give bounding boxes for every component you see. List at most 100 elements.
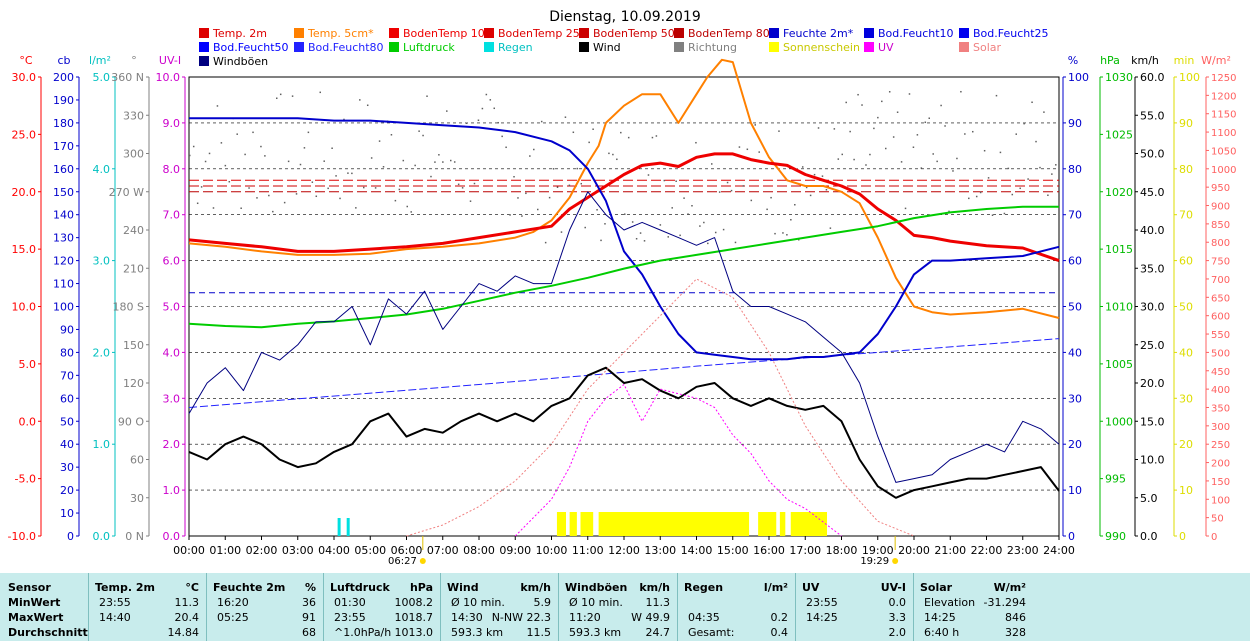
- direction-point: [1031, 101, 1033, 104]
- series-windb-en: [188, 191, 1060, 483]
- direction-point: [786, 234, 788, 236]
- direction-point: [655, 135, 658, 137]
- direction-point: [366, 104, 369, 107]
- direction-point: [608, 152, 610, 155]
- right-tick-label: 100: [1179, 71, 1200, 84]
- direction-point: [1035, 140, 1037, 143]
- legend-label: BodenTemp 50: [593, 27, 675, 40]
- legend-label: Regen: [498, 41, 533, 54]
- axes: 00:00 01:00 02:00 03:00 04:00 05:00 06:00 07:00…: [8, 54, 1237, 557]
- right-tick-label: 1020: [1105, 186, 1133, 199]
- right-tick-label: 150: [1211, 477, 1230, 488]
- legend-swatch: [294, 28, 304, 38]
- stats-cell-time: 11:20: [569, 611, 601, 624]
- left-tick-label: 0: [67, 530, 74, 543]
- stats-cell-value: 5.9: [533, 596, 552, 609]
- right-tick-label: 100: [1211, 495, 1230, 506]
- left-axis-unit: l/m²: [89, 54, 111, 67]
- left-tick-label: 10.0: [156, 71, 181, 84]
- direction-point: [576, 167, 579, 170]
- direction-point: [398, 188, 401, 191]
- left-tick-label: 0 N: [125, 530, 144, 543]
- direction-point: [845, 101, 847, 104]
- direction-point: [339, 197, 341, 200]
- legend-label: Feuchte 2m*: [783, 27, 854, 40]
- legend-swatch: [484, 42, 494, 52]
- direction-point: [485, 93, 488, 96]
- legend-label: Bod.Feucht80: [308, 41, 384, 54]
- left-tick-label: 0.0: [93, 530, 111, 543]
- direction-point: [635, 237, 638, 240]
- right-tick-label: 90: [1068, 117, 1082, 130]
- direction-point: [529, 155, 531, 157]
- right-tick-label: 45.0: [1140, 186, 1165, 199]
- stats-column-unit: UV-I: [880, 581, 906, 594]
- sunshine-bar: [598, 512, 750, 536]
- left-tick-label: 170: [53, 140, 74, 153]
- direction-point: [968, 197, 970, 200]
- direction-point: [355, 207, 357, 209]
- x-tick-label: 09:00: [499, 544, 531, 557]
- direction-point: [370, 157, 373, 159]
- direction-point: [264, 155, 266, 157]
- left-axis-unit: UV-I: [159, 54, 181, 67]
- stats-column: Windböen km/h Ø 10 min. 11.3 11:20 W 49.9 593.…: [558, 573, 678, 641]
- right-tick-label: 30: [1179, 392, 1193, 405]
- stats-cell-value: 1018.7: [394, 611, 434, 624]
- legend-swatch: [864, 42, 874, 52]
- direction-point: [801, 166, 804, 168]
- direction-point: [426, 95, 428, 97]
- direction-point: [699, 225, 701, 227]
- left-tick-label: 160: [53, 163, 74, 176]
- direction-point: [406, 205, 408, 208]
- right-tick-label: 80: [1068, 163, 1082, 176]
- direction-point: [643, 240, 646, 242]
- direction-point: [588, 141, 590, 144]
- legend-swatch: [294, 42, 304, 52]
- legend-label: Sonnenschein: [783, 41, 860, 54]
- stats-column-unit: hPa: [409, 581, 433, 594]
- plot-area: 06:27 19:29: [188, 58, 1060, 567]
- legend-swatch: [769, 42, 779, 52]
- right-tick-label: 1150: [1211, 110, 1236, 121]
- direction-point: [560, 231, 563, 233]
- direction-point: [1003, 212, 1006, 215]
- stats-row-label: Sensor: [8, 581, 51, 594]
- direction-point: [904, 207, 907, 210]
- stats-cell-time: ^1.0hPa/h: [334, 626, 392, 639]
- direction-point: [1011, 193, 1014, 196]
- sunrise-marker-label: 06:27: [388, 556, 417, 567]
- left-tick-label: 7.0: [163, 209, 181, 222]
- stats-cell-time: 16:20: [217, 596, 249, 609]
- direction-point: [517, 197, 519, 199]
- left-tick-label: 30: [130, 492, 144, 505]
- direction-point: [453, 161, 456, 163]
- direction-point: [1051, 173, 1053, 175]
- right-tick-label: 600: [1211, 312, 1230, 323]
- right-axis-unit: hPa: [1100, 54, 1120, 67]
- direction-point: [829, 227, 832, 229]
- stats-row-label: Durchschnitt: [8, 626, 88, 639]
- left-tick-label: 20: [60, 484, 74, 497]
- x-tick-label: 07:00: [427, 544, 459, 557]
- direction-point: [900, 161, 903, 163]
- direction-point: [1055, 164, 1057, 166]
- left-tick-label: -10.0: [8, 530, 36, 543]
- direction-point: [260, 145, 262, 148]
- stats-column-unit: km/h: [520, 581, 551, 594]
- direction-point: [659, 224, 662, 226]
- right-tick-label: 450: [1211, 367, 1230, 378]
- direction-point: [580, 182, 582, 185]
- left-tick-label: 25.0: [12, 128, 37, 141]
- stats-column-unit: °C: [185, 581, 199, 594]
- left-tick-label: 180 S: [113, 301, 144, 314]
- right-tick-label: 1250: [1211, 73, 1236, 84]
- right-axis-unit: W/m²: [1201, 54, 1231, 67]
- direction-point: [1015, 133, 1017, 135]
- left-tick-label: 130: [53, 232, 74, 245]
- direction-point: [912, 146, 915, 148]
- direction-point: [410, 211, 412, 213]
- series-uv: [514, 384, 842, 537]
- left-tick-label: 2.0: [93, 346, 111, 359]
- direction-point: [1043, 111, 1045, 113]
